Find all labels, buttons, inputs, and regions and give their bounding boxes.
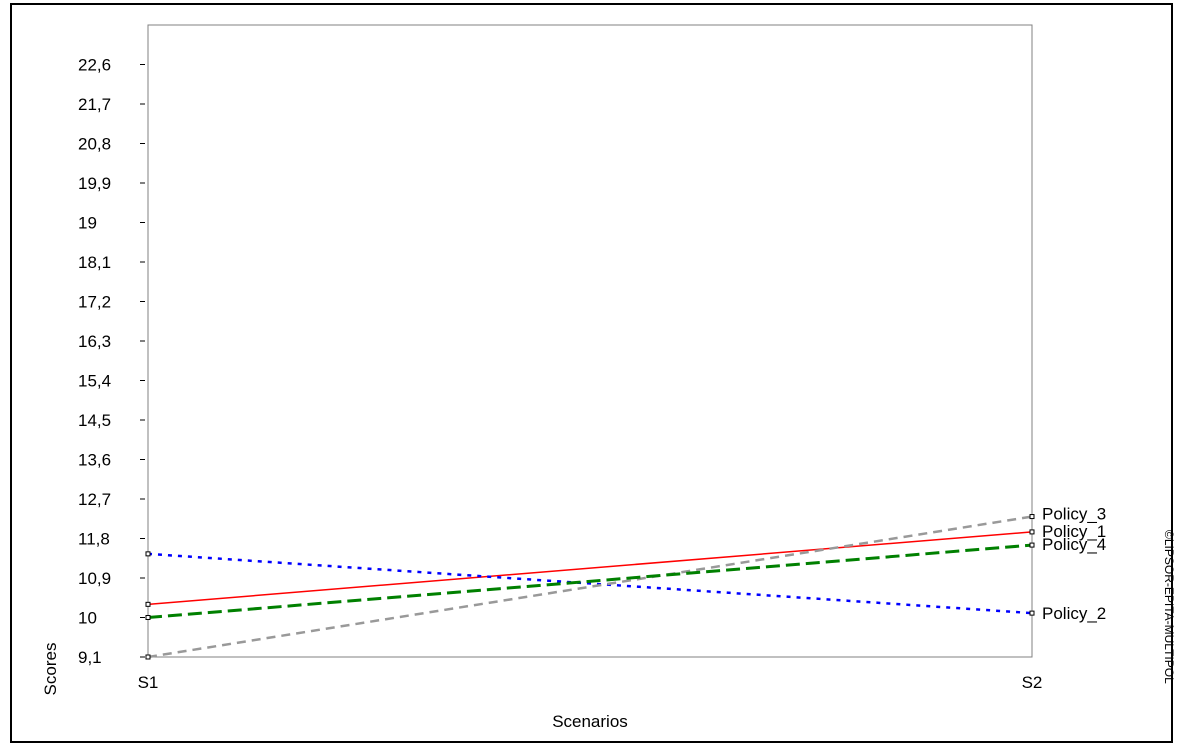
series-label: Policy_1 bbox=[1042, 522, 1106, 541]
x-axis: S1 S2 bbox=[138, 673, 1043, 692]
series-line-policy_3 bbox=[147, 515, 1033, 659]
data-point bbox=[1029, 529, 1035, 535]
series-label: Policy_3 bbox=[1042, 505, 1106, 524]
y-axis: 9,1 10 10,9 11,8 12,7 13,6 14,5 15,4 16,3 17,2 18,… bbox=[78, 56, 145, 667]
y-tick-label: 18,1 bbox=[78, 253, 111, 272]
x-tick-label: S1 bbox=[138, 673, 159, 692]
y-tick-label: 11,8 bbox=[78, 530, 110, 549]
data-point bbox=[145, 615, 151, 620]
series-label: Policy_2 bbox=[1042, 604, 1106, 623]
y-tick-label: 15,4 bbox=[78, 372, 111, 391]
y-tick-label: 17,2 bbox=[78, 293, 111, 312]
y-tick-label: 16,3 bbox=[78, 332, 111, 351]
x-axis-title: Scenarios bbox=[552, 712, 628, 731]
series-line-policy_2 bbox=[147, 552, 1033, 615]
data-point bbox=[1029, 610, 1035, 616]
y-tick-label: 12,7 bbox=[78, 490, 111, 509]
y-tick-label: 19 bbox=[78, 214, 97, 233]
data-point bbox=[145, 551, 151, 557]
y-tick-label: 21,7 bbox=[78, 95, 111, 114]
y-tick-label: 10,9 bbox=[78, 569, 111, 588]
y-tick-label: 9,1 bbox=[78, 648, 102, 667]
series-lines: Policy_1 Policy_2 Policy_3 Policy_4 bbox=[145, 505, 1106, 660]
series-label: Policy_4 bbox=[1042, 535, 1106, 554]
y-tick-label: 19,9 bbox=[78, 174, 111, 193]
x-tick-label: S2 bbox=[1022, 673, 1043, 692]
data-point bbox=[145, 654, 151, 660]
y-tick-label: 10 bbox=[78, 609, 97, 628]
series-line-policy_1 bbox=[147, 531, 1033, 606]
y-tick-label: 22,6 bbox=[78, 56, 111, 75]
chart-frame bbox=[10, 3, 1173, 743]
data-point bbox=[1029, 542, 1035, 548]
copyright-watermark: ©LIPSOR-EPITA-MULTIPOL bbox=[1162, 530, 1176, 684]
y-tick-label: 20,8 bbox=[78, 135, 111, 154]
y-tick-label: 14,5 bbox=[78, 411, 111, 430]
data-point bbox=[145, 601, 151, 607]
y-axis-title: Scores bbox=[41, 643, 60, 696]
y-tick-label: 13,6 bbox=[78, 451, 111, 470]
plot-area bbox=[147, 24, 1033, 658]
data-point bbox=[1029, 514, 1035, 520]
series-line-policy_4 bbox=[147, 543, 1033, 619]
